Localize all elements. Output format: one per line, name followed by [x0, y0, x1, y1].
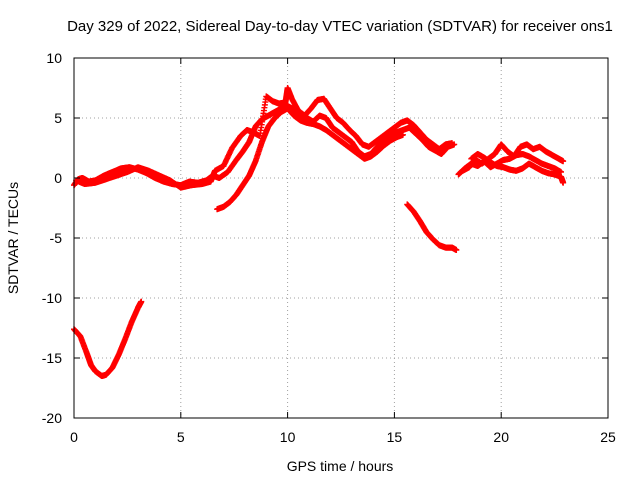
x-tick-label: 5	[177, 429, 185, 445]
x-tick-label: 0	[70, 429, 78, 445]
series-segment-3	[73, 85, 456, 191]
data-point	[449, 140, 456, 147]
y-axis-label: SDTVAR / TECUs	[5, 182, 21, 294]
series-segment-8	[468, 151, 567, 186]
x-tick-label: 15	[387, 429, 403, 445]
x-tick-label: 20	[493, 429, 509, 445]
y-tick-label: 5	[54, 110, 62, 126]
series-segment-4	[214, 105, 406, 213]
series-segment-1	[71, 298, 145, 379]
y-tick-label: 0	[54, 170, 62, 186]
y-tick-label: -5	[50, 230, 63, 246]
y-tick-label: -20	[42, 410, 62, 426]
data-point	[138, 298, 145, 305]
x-tick-label: 25	[600, 429, 616, 445]
grid-lines	[74, 58, 608, 418]
x-axis-label: GPS time / hours	[287, 458, 394, 474]
data-point	[560, 158, 567, 165]
axis-ticks: 0 5 10 15 20 25 -20 -15 -10 -5 0 5 10	[42, 50, 616, 445]
series-segment-5	[404, 201, 460, 253]
data-points	[71, 85, 567, 379]
data-point	[399, 131, 406, 138]
y-tick-label: 10	[46, 50, 62, 66]
data-point	[560, 179, 567, 186]
y-tick-label: -15	[42, 350, 62, 366]
series-segment-7	[459, 141, 567, 174]
x-tick-label: 10	[280, 429, 296, 445]
y-tick-label: -10	[42, 290, 62, 306]
data-point	[453, 247, 460, 253]
chart-title: Day 329 of 2022, Sidereal Day-to-day VTE…	[67, 18, 613, 35]
